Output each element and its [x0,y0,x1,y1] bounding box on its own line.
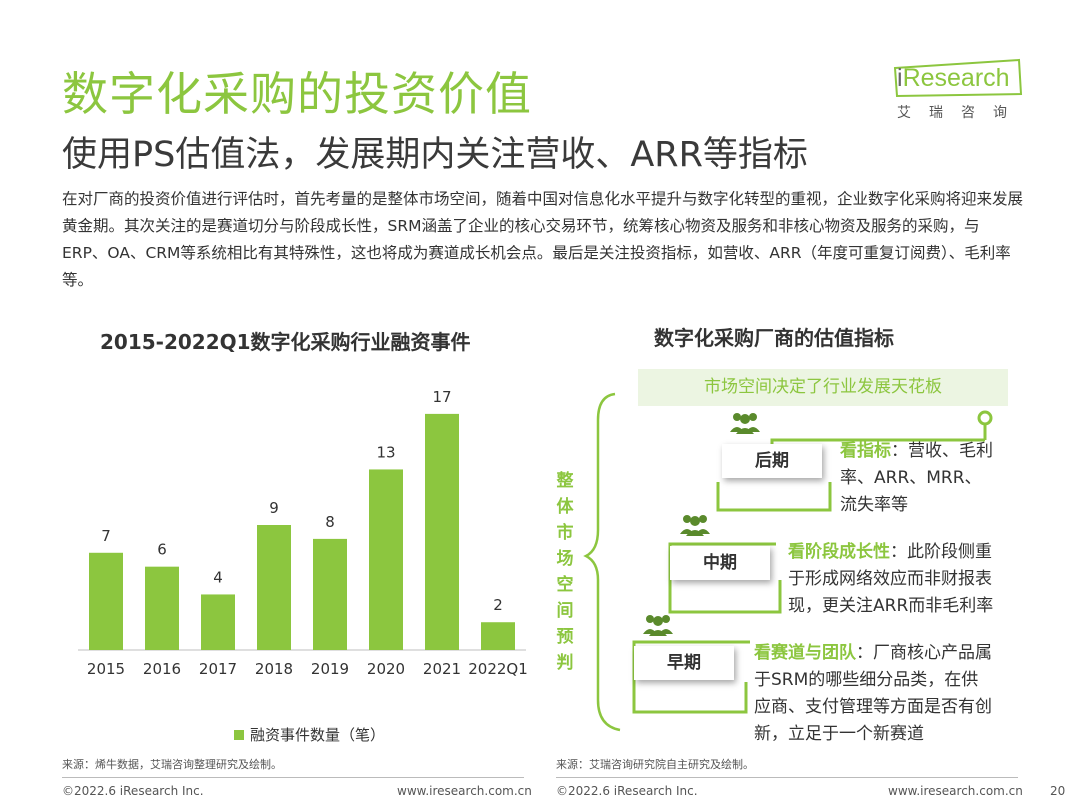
footer-divider [62,777,524,778]
x-tick-2018: 2018 [255,660,293,678]
x-tick-2016: 2016 [143,660,181,678]
stage-desc-mid: 看阶段成长性：此阶段侧重 于形成网络效应而非财报表 现，更关注ARR而非毛利率 [788,542,994,616]
logo-wordmark: iResearch [897,64,1010,92]
ceiling-banner: 市场空间决定了行业发展天花板 [638,369,1008,406]
x-tick-2015: 2015 [87,660,125,678]
page-title: 数字化采购的投资价值 [62,67,532,121]
data-label-2021: 17 [432,388,451,406]
x-tick-2017: 2017 [199,660,237,678]
source-note-right: 来源：艾瑞咨询研究院自主研究及绘制。 [556,758,754,771]
stage-label-early: 早期 [634,646,734,680]
bar-2021 [425,413,459,650]
market-space-vertical-label: 整体市场空间预判 [556,471,574,673]
footer-copyright: ©2022.6 iResearch Inc. [556,784,698,798]
legend-swatch [234,729,244,740]
data-label-2022Q1: 2 [493,596,503,614]
data-label-2020: 13 [376,443,395,461]
logo-chinese: 艾瑞咨询 [897,105,1025,121]
bar-2017 [201,594,235,650]
intro-paragraph: 在对厂商的投资价值进行评估时，首先考量的是整体市场空间，随着中国对信息化水平提升… [62,190,1024,289]
stage-label-mid: 中期 [670,546,770,580]
bar-2016 [145,566,179,650]
x-tick-2019: 2019 [311,660,349,678]
page-subtitle: 使用PS估值法，发展期内关注营收、ARR等指标 [62,135,808,175]
footer-copyright: ©2022.6 iResearch Inc. [62,784,204,798]
bar-2020 [369,469,403,650]
bar-2018 [257,525,291,650]
valuation-title: 数字化采购厂商的估值指标 [654,326,894,350]
mid-stage-base [668,580,782,614]
brace-line [583,392,621,732]
x-tick-2022Q1: 2022Q1 [468,660,528,678]
footer-url: www.iresearch.com.cn [888,784,1023,798]
x-tick-2020: 2020 [367,660,405,678]
data-label-2019: 8 [325,513,335,531]
page-number: 20 [1050,784,1066,798]
financing-bar-chart: 7 2015 6 2016 4 2017 9 2018 8 2019 13 2020 17 2021 2 20… [78,388,528,678]
team-icon [643,615,673,636]
stage-desc-late: 看指标：营收、毛利 率、ARR、MRR、 流失率等 [840,441,993,515]
data-label-2018: 9 [269,499,279,517]
stage-label-late: 后期 [722,444,822,478]
footer-url: www.iresearch.com.cn [397,784,532,798]
legend-label: 融资事件数量（笔） [250,726,386,744]
stage-desc-early: 看赛道与团队：厂商核心产品属 于SRM的哪些细分品类，在供 应商、支付管理等方面… [754,643,992,744]
source-note-left: 来源：烯牛数据，艾瑞咨询整理研究及绘制。 [62,758,282,771]
footer-divider [556,777,1018,778]
data-label-2017: 4 [213,568,223,586]
iresearch-logo: iResearch 艾瑞咨询 [893,58,1028,126]
logo-tag-shape [893,58,1023,98]
x-tick-2021: 2021 [423,660,461,678]
team-icon [730,413,760,434]
bar-2015 [89,552,123,650]
late-stage-base [716,482,832,512]
early-stage-base [632,682,748,714]
bar-2019 [313,538,347,650]
data-label-2016: 6 [157,541,167,559]
top-marker [977,410,993,426]
data-label-2015: 7 [101,527,111,545]
chart-legend: 融资事件数量（笔） [234,724,385,745]
chart-title: 2015-2022Q1数字化采购行业融资事件 [100,330,471,354]
team-icon [680,515,710,536]
bar-2022Q1 [481,622,515,650]
